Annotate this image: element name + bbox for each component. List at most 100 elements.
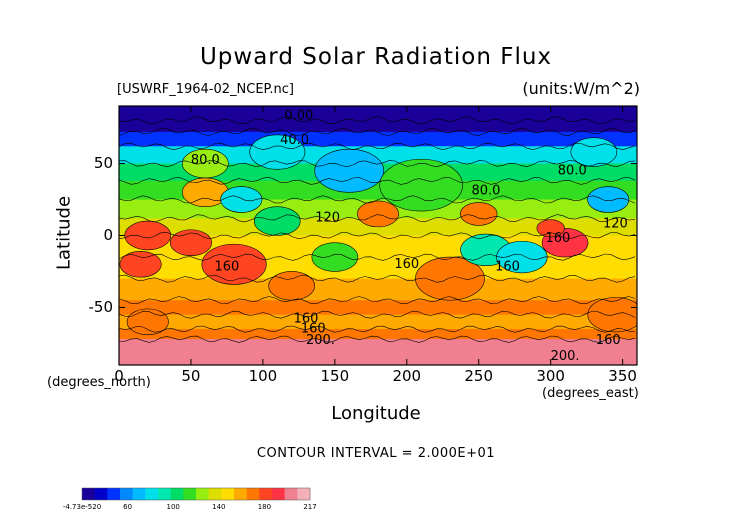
colorbar-swatch — [284, 488, 298, 500]
y-tick-label: 50 — [94, 154, 113, 172]
contour-label: 160 — [294, 311, 319, 326]
colorbar-swatch — [94, 488, 108, 500]
field-patch — [249, 134, 306, 170]
field-patch — [460, 202, 498, 226]
colorbar-swatch — [107, 488, 121, 500]
x-axis-label: Longitude — [331, 403, 421, 424]
colorbar-frame — [81, 487, 311, 501]
colorbar-swatch — [183, 488, 197, 500]
contour-label: 80.0 — [191, 153, 220, 168]
colorbar-swatch — [82, 488, 95, 500]
contour-label: 120 — [315, 211, 340, 226]
x-tick-label: 150 — [321, 367, 350, 385]
source-file-label: [USWRF_1964-02_NCEP.nc] — [117, 82, 294, 97]
zonal-band — [119, 257, 637, 280]
zonal-band — [119, 300, 637, 316]
colorbar-swatch — [145, 488, 159, 500]
field-patch — [119, 251, 162, 278]
x-axis-unit-label-east: (degrees_east) — [542, 386, 639, 401]
colorbar-label: 180 — [258, 503, 271, 511]
contour-label: 40.0 — [280, 133, 309, 148]
field-patch — [587, 297, 637, 333]
zonal-band — [119, 120, 637, 133]
x-tick-label: 350 — [608, 367, 637, 385]
contour-line — [119, 325, 636, 333]
colorbar-label: 140 — [212, 503, 225, 511]
contour-line — [119, 274, 636, 283]
colorbar-swatch — [297, 488, 311, 500]
colorbar-label: 100 — [167, 503, 180, 511]
colorbar-swatch — [120, 488, 133, 500]
colorbar-swatch — [259, 488, 273, 500]
field-patch — [169, 229, 212, 256]
contour-line — [119, 127, 636, 136]
contour-line — [119, 253, 636, 261]
contour-label: 120 — [603, 216, 628, 231]
y-tick-label: 0 — [103, 226, 113, 244]
contour-label: 160 — [394, 257, 419, 272]
zonal-band — [119, 278, 637, 301]
contour-label: 160 — [301, 322, 326, 337]
x-tick-label: 300 — [536, 367, 565, 385]
y-tick-label: -50 — [89, 298, 114, 316]
x-axis-unit-label: (degrees_north) — [47, 375, 151, 390]
zonal-band — [119, 106, 637, 121]
field-patch — [126, 308, 169, 336]
field-patch — [220, 186, 263, 213]
colorbar-swatch — [158, 488, 171, 500]
field-patch — [268, 271, 315, 301]
colorbar-swatch — [246, 488, 260, 500]
colorbar-swatch — [221, 488, 235, 500]
y-axis-label: Latitude — [53, 195, 75, 271]
contour-line — [119, 214, 636, 223]
contour-label: 200. — [551, 349, 580, 364]
x-tick-label: 0 — [114, 367, 124, 385]
x-tick-label: 200 — [392, 367, 421, 385]
zonal-band — [119, 131, 637, 147]
contour-line — [119, 116, 636, 125]
x-tick-label: 100 — [249, 367, 278, 385]
contour-label: 160 — [215, 260, 240, 275]
colorbar-label: 60 — [123, 503, 132, 511]
colorbar-swatch — [272, 488, 285, 500]
colorbar-label: 217 — [303, 503, 316, 511]
contour-label: 160 — [596, 333, 621, 348]
field-patch — [570, 137, 618, 167]
field-patch — [379, 158, 463, 212]
x-tick-label: 50 — [181, 367, 200, 385]
field-patch — [356, 200, 400, 228]
contour-line — [119, 142, 636, 151]
contour-line — [119, 310, 636, 319]
chart-title: Upward Solar Radiation Flux — [199, 44, 553, 70]
colorbar-swatch — [132, 488, 146, 500]
field-patch — [536, 219, 565, 238]
contour-line — [119, 160, 636, 168]
zonal-band — [119, 314, 637, 330]
zonal-band — [119, 329, 637, 340]
colorbar-swatch — [208, 488, 222, 500]
colorbar-swatch — [170, 488, 184, 500]
field-patch — [311, 242, 359, 272]
contour-label: 80.0 — [471, 183, 500, 198]
contour-interval-note: CONTOUR INTERVAL = 2.000E+01 — [256, 446, 496, 461]
contour-label: 160 — [495, 260, 520, 275]
colorbar-label: -4.73e-520 — [63, 503, 101, 511]
contour-label: 160 — [545, 231, 570, 246]
colorbar-swatch — [196, 488, 209, 500]
contour-label: 80.0 — [558, 163, 587, 178]
contour-line — [119, 296, 636, 305]
field-patch — [182, 148, 229, 179]
field-patch — [314, 148, 385, 193]
field-patch — [253, 206, 301, 236]
units-label: (units:W/m^2) — [522, 79, 640, 98]
field-patch — [415, 256, 485, 301]
field-patch — [587, 186, 630, 213]
contour-line — [119, 232, 636, 240]
contour-line — [119, 335, 636, 343]
contour-line — [119, 195, 636, 204]
x-tick-label: 250 — [464, 367, 493, 385]
contour-line — [119, 176, 636, 185]
contour-label: 0.00 — [284, 109, 313, 124]
zonal-band — [119, 146, 637, 165]
